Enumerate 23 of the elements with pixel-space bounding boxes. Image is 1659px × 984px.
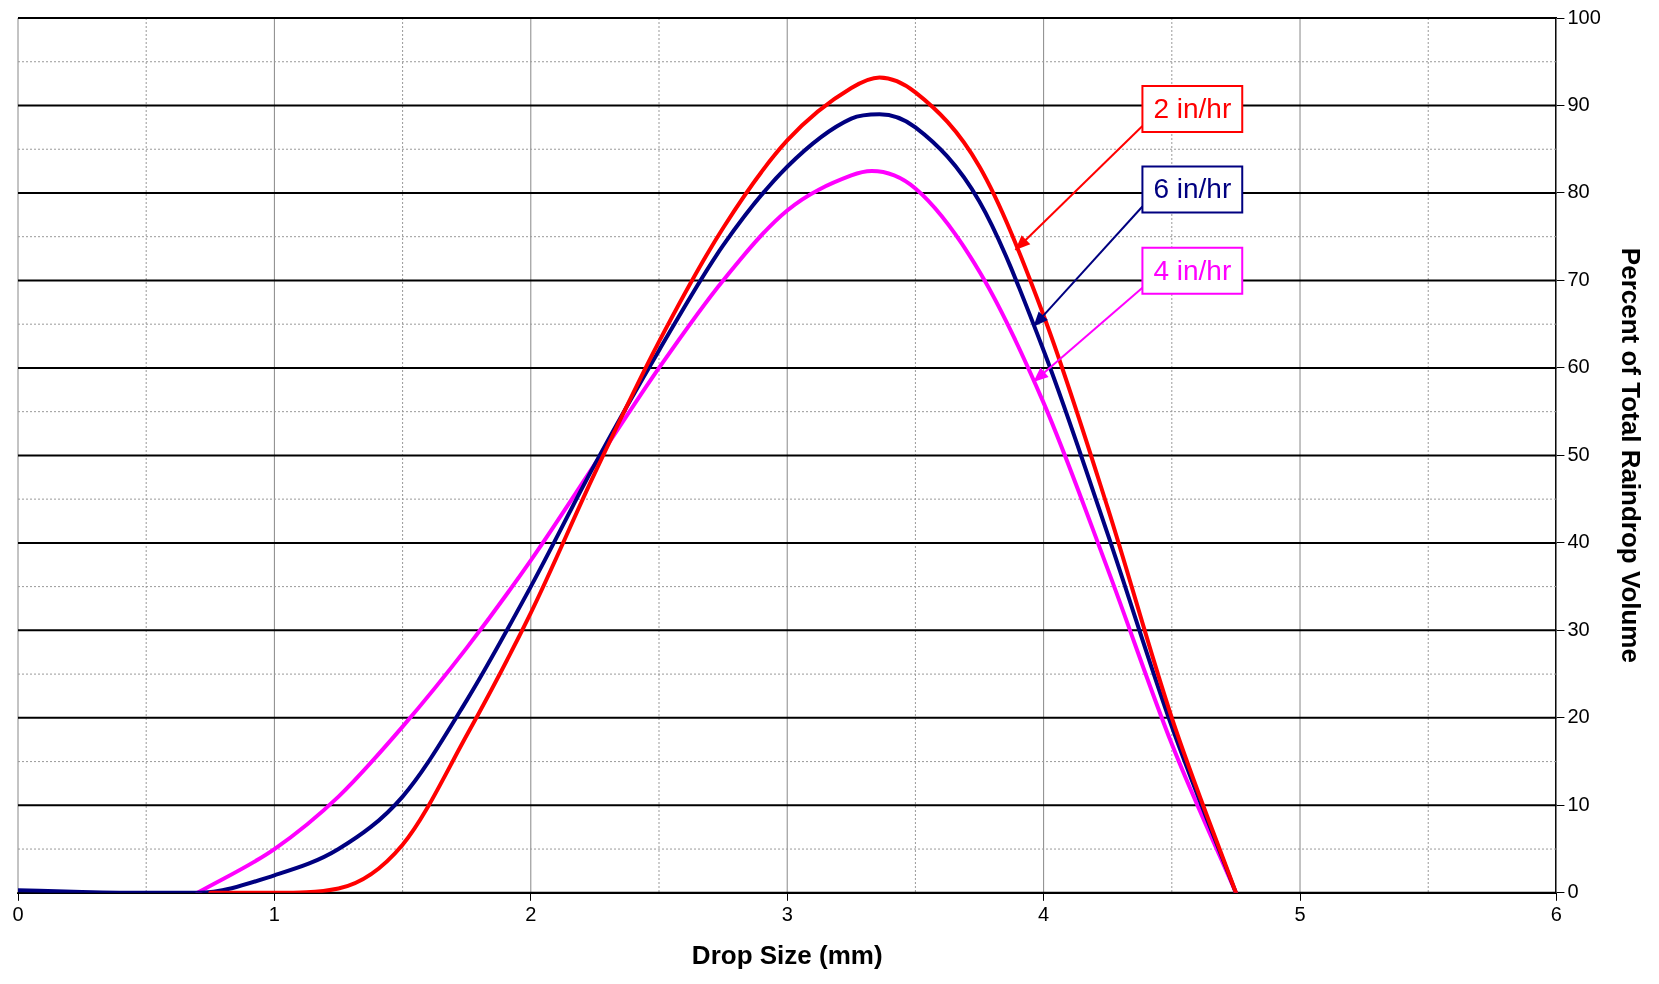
x-tick-label: 1 (268, 903, 280, 926)
y-tick-label: 50 (1567, 442, 1590, 465)
x-tick-label: 5 (1294, 903, 1306, 926)
y-tick-label: 80 (1567, 180, 1590, 203)
x-tick-label: 3 (781, 903, 793, 926)
y-tick-label: 0 (1567, 880, 1579, 903)
y-tick-label: 40 (1567, 530, 1590, 553)
y-axis-title: Percent of Total Raindrop Volume (1616, 247, 1647, 663)
y-tick-label: 30 (1567, 617, 1590, 640)
text: 4 in/hr (1153, 254, 1232, 286)
x-tick-label: 2 (525, 903, 537, 926)
y-tick-label: 90 (1567, 93, 1590, 115)
x-tick-label: 0 (12, 903, 24, 926)
y-tick-label: 70 (1567, 267, 1590, 290)
x-tick-label: 6 (1550, 903, 1562, 926)
y-tick-label: 100 (1567, 5, 1601, 28)
text: 2 in/hr (1153, 92, 1232, 124)
y-tick-label: 10 (1567, 792, 1590, 815)
x-tick-label: 4 (1038, 903, 1050, 926)
text: 6 in/hr (1153, 173, 1232, 205)
x-axis-title: Drop Size (mm) (691, 939, 883, 970)
y-tick-label: 60 (1567, 355, 1590, 378)
y-tick-label: 20 (1567, 705, 1590, 728)
